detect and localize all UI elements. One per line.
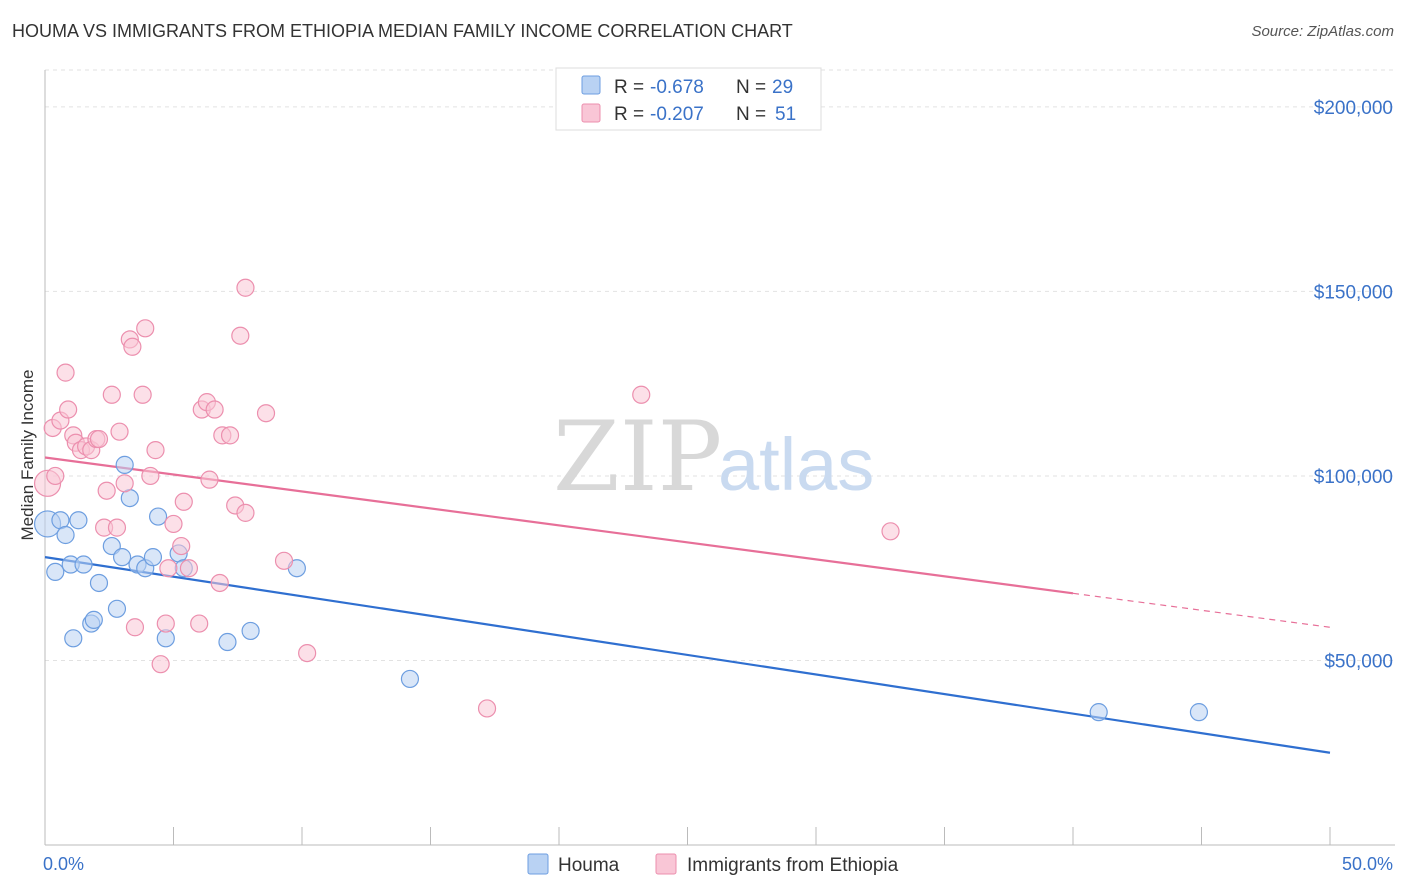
houma-point — [148, 507, 168, 526]
ethiopia-point — [632, 385, 651, 404]
ethiopia-point — [881, 522, 900, 541]
ethiopia-point — [141, 466, 160, 486]
data-points — [33, 278, 1209, 722]
houma-r-value: -0.678 — [650, 77, 704, 98]
ethiopia-point — [210, 573, 229, 593]
watermark-atlas: atlas — [718, 423, 874, 506]
ethiopia-point — [59, 400, 78, 419]
ethiopia-point — [205, 400, 224, 419]
ethiopia-point — [102, 385, 121, 404]
ethiopia-point — [236, 278, 255, 297]
ethiopia-point — [200, 470, 219, 489]
ethiopia-point — [125, 618, 145, 637]
ethiopia-point — [236, 503, 255, 522]
x-tick-label-0: 0.0% — [43, 854, 84, 874]
ethiopia-point — [190, 614, 209, 633]
houma-r-label: R = — [614, 77, 644, 98]
x-tick-label-1: 50.0% — [1342, 854, 1393, 874]
ethiopia-point — [231, 326, 250, 345]
houma-stat-swatch — [581, 75, 601, 95]
ethiopia-point — [477, 699, 497, 718]
ethiopia-point — [220, 426, 240, 445]
ethiopia-point — [151, 655, 170, 674]
houma-point — [84, 610, 103, 629]
ethiopia-point — [136, 319, 155, 338]
ethiopia-point — [172, 536, 191, 556]
houma-point — [69, 511, 88, 530]
houma-point — [241, 621, 260, 641]
y-tick-label-3: $200,000 — [1314, 98, 1393, 119]
houma-point — [46, 562, 65, 582]
ethiopia-r-label: R = — [614, 104, 644, 125]
houma-point — [1189, 703, 1209, 722]
ethiopia-point — [107, 518, 127, 537]
watermark: ZIP atlas — [553, 401, 874, 513]
legend-swatch-houma — [527, 853, 549, 875]
stats-box: R = -0.678 N = 29 R = -0.207 N = 51 — [555, 67, 822, 131]
ethiopia-stat-swatch — [581, 103, 601, 123]
ethiopia-point — [115, 474, 134, 493]
ethiopia-point — [179, 559, 199, 578]
houma-n-label: N = — [736, 77, 766, 98]
legend-swatch-ethiopia — [655, 853, 677, 875]
y-tick-label-0: $50,000 — [1324, 651, 1393, 672]
ethiopia-trend-line-extension — [1072, 592, 1331, 628]
ethiopia-point — [46, 466, 65, 486]
x-tick-labels: 0.0% 50.0% — [43, 854, 1393, 874]
ethiopia-point — [256, 404, 276, 423]
ethiopia-point — [133, 385, 152, 404]
houma-point — [115, 455, 134, 474]
houma-point — [1089, 703, 1108, 722]
ethiopia-point — [174, 492, 193, 511]
ethiopia-point — [97, 481, 116, 500]
houma-point — [143, 548, 163, 567]
y-tick-label-1: $100,000 — [1314, 467, 1393, 488]
source-label: Source: ZipAtlas.com — [1251, 23, 1394, 40]
houma-n-value: 29 — [772, 77, 793, 98]
gridlines — [45, 69, 1395, 661]
ethiopia-point — [164, 514, 183, 534]
houma-point — [74, 555, 93, 574]
legend: Houma Immigrants from Ethiopia — [527, 853, 899, 876]
ethiopia-point — [56, 363, 75, 382]
ethiopia-point — [156, 614, 175, 633]
houma-point — [218, 632, 237, 652]
houma-point — [56, 525, 75, 545]
ethiopia-point — [123, 337, 142, 356]
legend-label-ethiopia: Immigrants from Ethiopia — [687, 855, 899, 876]
y-axis-title: Median Family Income — [18, 369, 37, 540]
ethiopia-point — [89, 429, 109, 449]
ethiopia-point — [274, 551, 294, 570]
houma-point — [400, 669, 420, 689]
houma-trend-line — [44, 556, 1331, 754]
chart-title: HOUMA VS IMMIGRANTS FROM ETHIOPIA MEDIAN… — [12, 21, 793, 41]
houma-point — [64, 629, 83, 648]
houma-point — [89, 573, 109, 593]
axes — [44, 70, 1395, 846]
legend-label-houma: Houma — [558, 855, 620, 876]
y-tick-label-2: $150,000 — [1314, 282, 1393, 303]
houma-point — [102, 536, 121, 556]
ethiopia-point — [146, 441, 165, 460]
houma-point — [107, 599, 127, 618]
ethiopia-n-label: N = — [736, 104, 766, 125]
ethiopia-point — [159, 559, 178, 578]
ethiopia-point — [298, 643, 317, 663]
y-tick-labels: $50,000 $100,000 $150,000 $200,000 — [1314, 98, 1393, 673]
ethiopia-n-value: 51 — [775, 104, 796, 125]
ethiopia-r-value: -0.207 — [650, 104, 704, 125]
watermark-zip: ZIP — [553, 401, 722, 513]
houma-point — [112, 548, 132, 567]
ethiopia-point — [110, 422, 129, 441]
